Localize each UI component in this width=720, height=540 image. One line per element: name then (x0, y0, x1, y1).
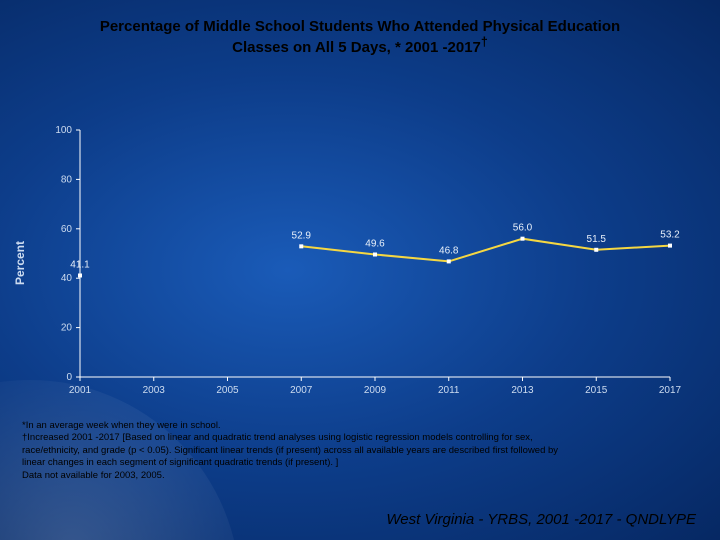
title-line-1: Percentage of Middle School Students Who… (100, 18, 620, 35)
data-value-label: 52.9 (292, 230, 312, 241)
x-tick-label: 2017 (659, 385, 682, 396)
data-value-label: 56.0 (513, 223, 533, 234)
footnote-5: Data not available for 2003, 2005. (22, 470, 698, 481)
y-tick-label: 0 (66, 372, 72, 383)
y-tick-label: 60 (61, 224, 73, 235)
y-tick-label: 80 (61, 174, 73, 185)
value-label-group: 41.1 52.9 49.6 46.8 56.0 51.5 53.2 (70, 223, 680, 271)
data-marker (521, 237, 525, 241)
line-chart: 0 20 40 60 80 100 2001 2003 2005 2007 2009 2011 201… (50, 120, 680, 405)
title-dagger: † (481, 35, 488, 49)
x-tick-label: 2005 (216, 385, 239, 396)
x-tick-label: 2001 (69, 385, 92, 396)
x-tick-label: 2011 (438, 385, 460, 396)
footnote-4: linear changes in each segment of signif… (22, 457, 698, 468)
ytick-group: 0 20 40 60 80 100 (55, 125, 80, 383)
data-marker (668, 244, 672, 248)
data-marker (447, 259, 451, 263)
x-tick-label: 2009 (364, 385, 387, 396)
y-tick-label: 100 (55, 125, 72, 136)
data-value-label: 49.6 (365, 238, 385, 249)
title-line-2: Classes on All 5 Days, * 2001 -2017 (232, 39, 481, 56)
series-line (301, 239, 670, 262)
data-marker (299, 244, 303, 248)
slide-title: Percentage of Middle School Students Who… (0, 0, 720, 56)
xtick-group: 2001 2003 2005 2007 2009 2011 2013 2015 2017 (69, 377, 682, 396)
y-axis-label: Percent (13, 240, 27, 284)
data-marker (594, 248, 598, 252)
y-tick-label: 20 (61, 323, 73, 334)
footnotes: *In an average week when they were in sc… (22, 420, 698, 482)
data-value-label: 51.5 (587, 234, 607, 245)
x-tick-label: 2003 (143, 385, 166, 396)
data-marker (78, 273, 82, 277)
data-marker (373, 252, 377, 256)
data-value-label: 41.1 (70, 259, 90, 270)
data-value-label: 46.8 (439, 245, 459, 256)
x-tick-label: 2013 (511, 385, 534, 396)
footnote-2: †Increased 2001 -2017 [Based on linear a… (22, 432, 698, 443)
footnote-1: *In an average week when they were in sc… (22, 420, 698, 431)
y-tick-label: 40 (61, 273, 73, 284)
source-credit: West Virginia - YRBS, 2001 -2017 - QNDLY… (386, 511, 696, 528)
data-value-label: 53.2 (660, 230, 680, 241)
x-tick-label: 2015 (585, 385, 608, 396)
x-tick-label: 2007 (290, 385, 313, 396)
slide-root: Percentage of Middle School Students Who… (0, 0, 720, 540)
chart-container: Percent 020406080100 2001200320052007200… (50, 120, 680, 405)
footnote-3: race/ethnicity, and grade (p < 0.05). Si… (22, 445, 698, 456)
